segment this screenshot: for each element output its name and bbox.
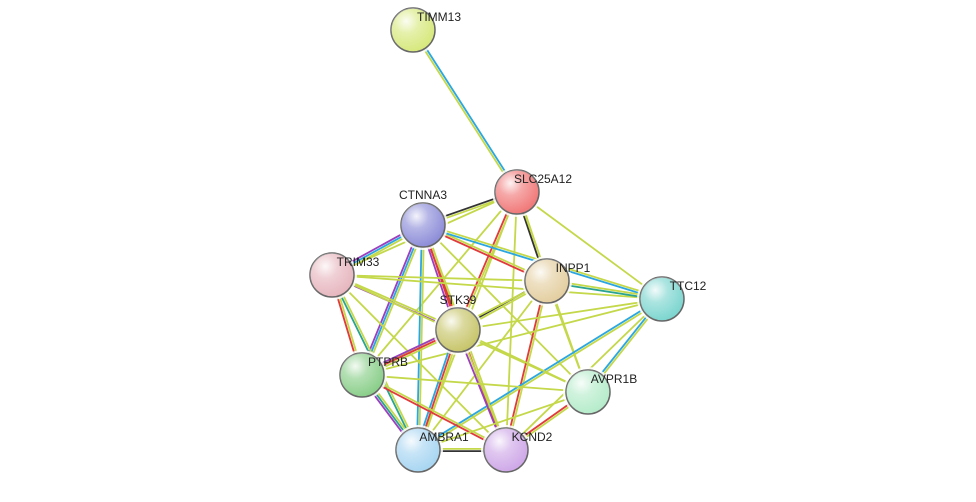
node-stk39[interactable] bbox=[433, 305, 483, 355]
node-inpp1[interactable] bbox=[522, 256, 572, 306]
node-ctnna3[interactable] bbox=[398, 200, 448, 250]
node-ambra1[interactable] bbox=[393, 425, 443, 475]
node-circle[interactable] bbox=[640, 277, 684, 321]
node-ptprb[interactable] bbox=[337, 350, 387, 400]
network-diagram: TIMM13SLC25A12CTNNA3TRIM33INPP1TTC12STK3… bbox=[0, 0, 976, 502]
node-avpr1b[interactable] bbox=[563, 367, 613, 417]
node-trim33[interactable] bbox=[307, 250, 357, 300]
node-circle[interactable] bbox=[566, 370, 610, 414]
node-circle[interactable] bbox=[495, 170, 539, 214]
node-ttc12[interactable] bbox=[637, 274, 687, 324]
node-timm13[interactable] bbox=[388, 5, 438, 55]
edge bbox=[412, 31, 516, 193]
node-label: CTNNA3 bbox=[399, 188, 447, 202]
node-circle[interactable] bbox=[396, 428, 440, 472]
node-circle[interactable] bbox=[340, 353, 384, 397]
node-kcnd2[interactable] bbox=[481, 425, 531, 475]
node-circle[interactable] bbox=[484, 428, 528, 472]
node-circle[interactable] bbox=[310, 253, 354, 297]
node-circle[interactable] bbox=[391, 8, 435, 52]
node-slc25a12[interactable] bbox=[492, 167, 542, 217]
node-circle[interactable] bbox=[436, 308, 480, 352]
node-circle[interactable] bbox=[401, 203, 445, 247]
node-circle[interactable] bbox=[525, 259, 569, 303]
edge bbox=[414, 29, 518, 191]
